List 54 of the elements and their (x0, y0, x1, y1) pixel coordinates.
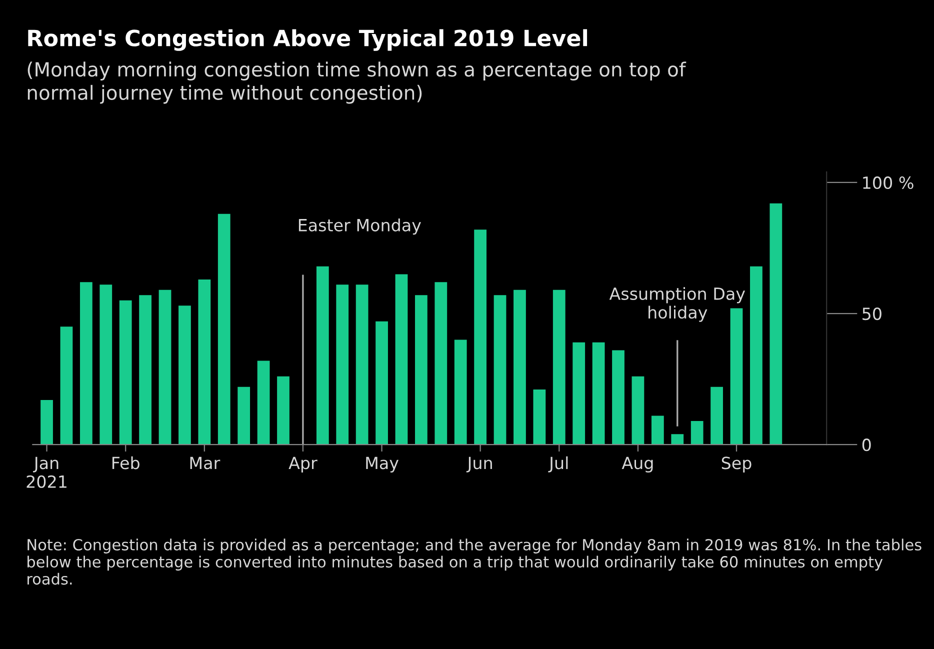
ref-line-label: Assumption Day holiday (609, 287, 746, 322)
ref-line-label: Easter Monday (298, 218, 421, 235)
bar (336, 284, 349, 445)
x-tick-label: Mar (190, 456, 220, 470)
bar (552, 290, 566, 445)
bar (750, 266, 762, 445)
bar (514, 290, 526, 445)
bar (415, 295, 428, 445)
bar (178, 306, 191, 445)
bar (198, 279, 211, 445)
bar (238, 386, 250, 445)
bar (632, 376, 644, 445)
bar (612, 350, 624, 445)
bar (60, 326, 73, 445)
bar (690, 420, 704, 445)
bar (651, 416, 664, 445)
bar (454, 340, 467, 445)
bar (770, 203, 782, 445)
x-tick-label: Apr (288, 456, 318, 472)
chart-subtitle: (Monday morning congestion time shown as a percentage on top of normal journey time without congestion) (28, 62, 686, 104)
x-tick-label: Aug (622, 456, 653, 472)
bar (277, 376, 290, 445)
bar (80, 282, 92, 445)
bar (474, 230, 487, 445)
x-tick-label: Jul (548, 456, 568, 472)
bar (356, 284, 368, 445)
bar (572, 342, 586, 445)
x-tick-label: May (366, 456, 399, 472)
bar (710, 386, 723, 445)
bar (434, 282, 448, 445)
bar (592, 342, 605, 445)
bar (533, 390, 546, 445)
chart-title: Rome's Congestion Above Typical 2019 Level (28, 29, 588, 51)
bar (376, 321, 388, 445)
bar (40, 400, 53, 445)
bar (257, 360, 270, 445)
y-tick-label: 100 % (863, 176, 914, 190)
bar (395, 274, 408, 445)
y-tick-label: 50 (862, 307, 882, 320)
bar (730, 308, 743, 445)
x-tick-label: Jun (466, 456, 492, 472)
x-tick-label: Feb (112, 456, 140, 470)
text: Note: Congestion data is provided as a percentage; and the average for Monday 8am in 2019 was 81%. In the tables below the percentage is converted into minutes based on a trip that would ordinarily take 60 minutes on empty roads. (28, 538, 922, 585)
x-tick-label: Sep (722, 456, 752, 472)
bar (100, 284, 112, 445)
bar (158, 290, 172, 445)
bar (316, 266, 329, 445)
bar (139, 295, 152, 445)
bar (218, 214, 230, 445)
y-tick-label: 0 (862, 438, 871, 452)
bar (119, 300, 132, 445)
x-tick-label: Jan 2021 (26, 456, 66, 488)
bar (494, 295, 506, 445)
bar (671, 434, 684, 445)
